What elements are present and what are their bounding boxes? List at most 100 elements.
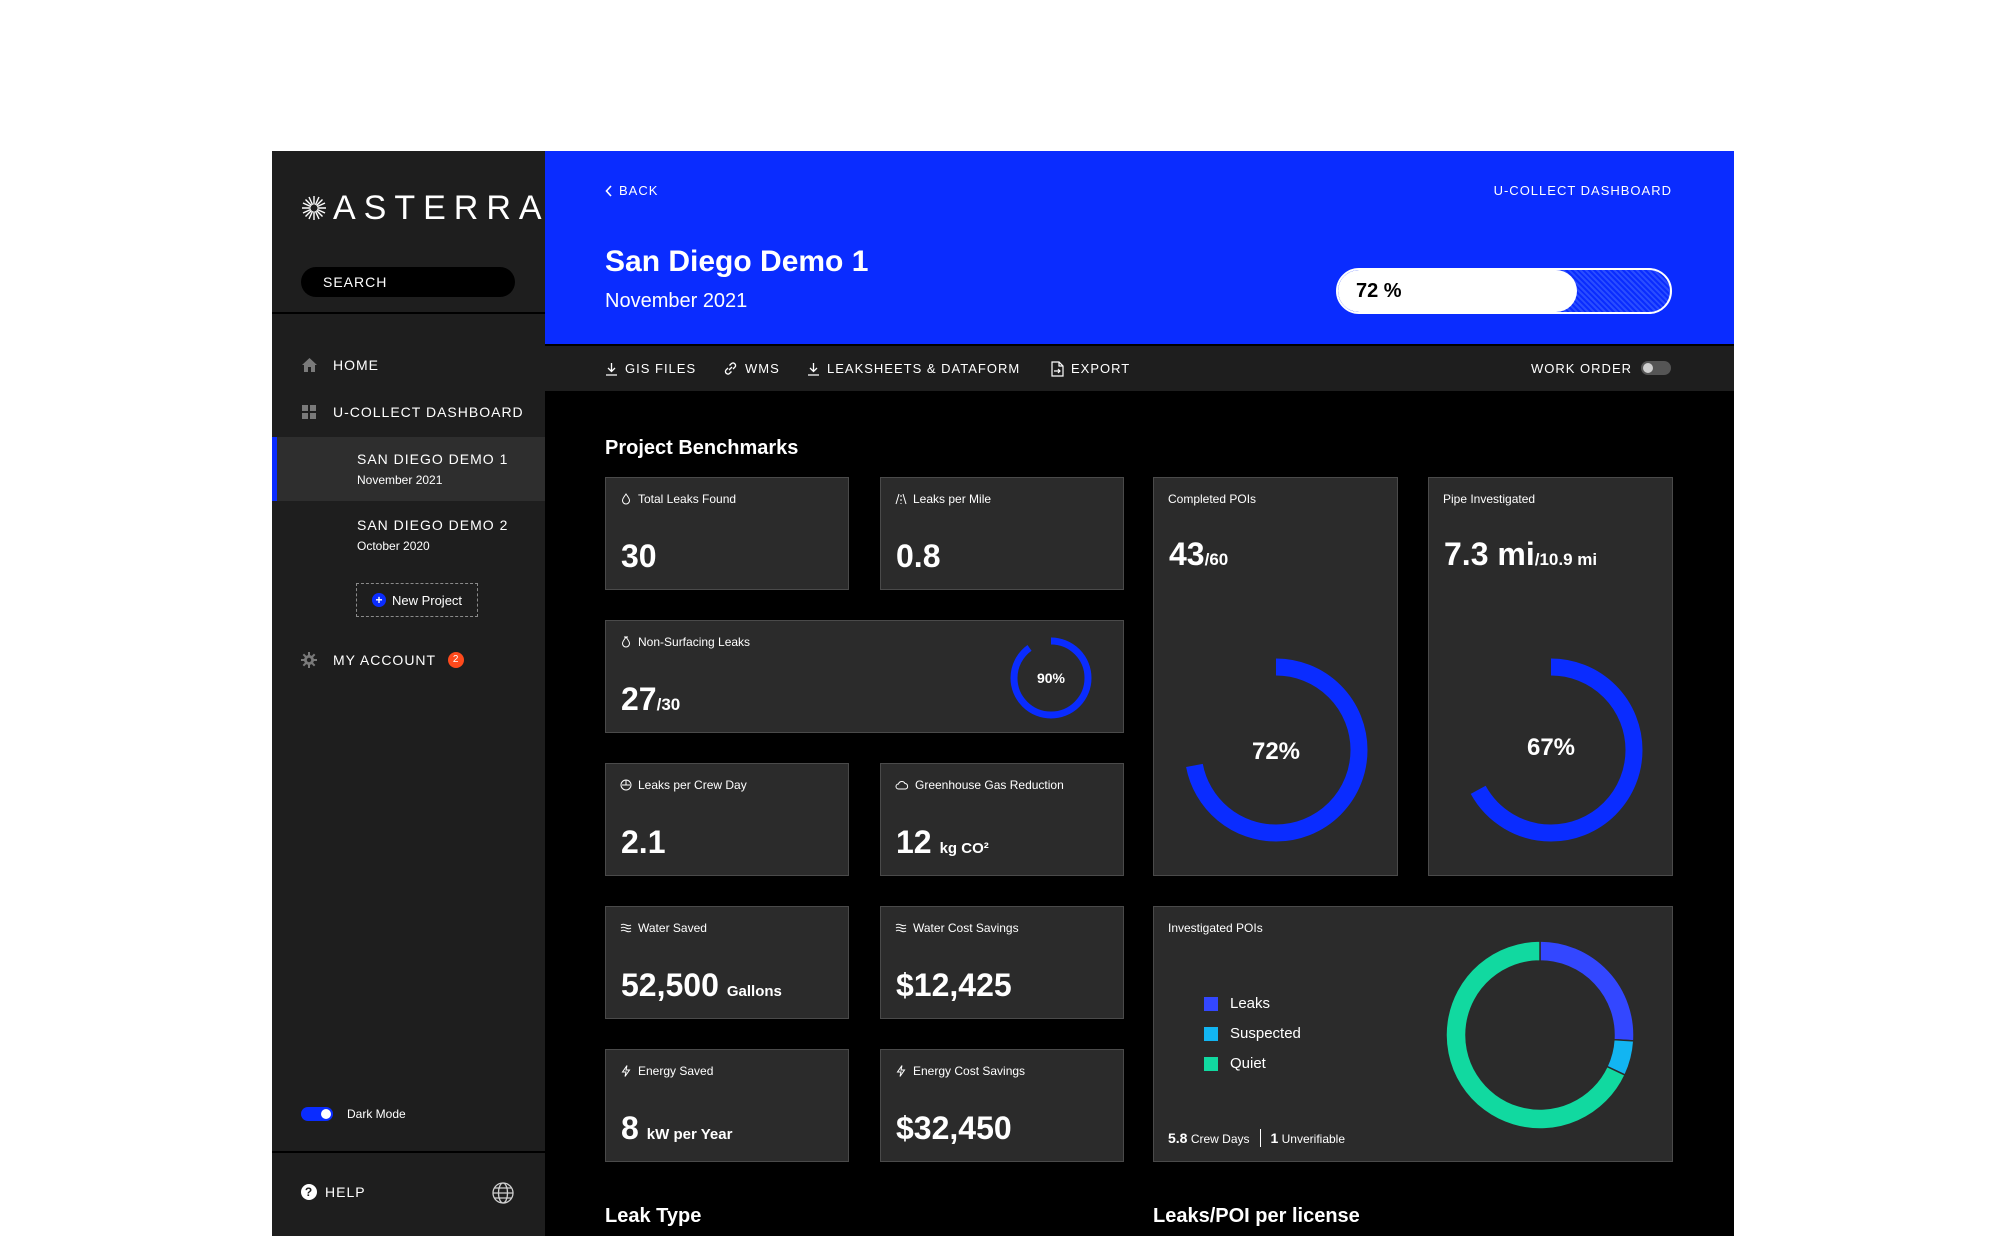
project-date: November 2021: [357, 473, 443, 487]
unverifiable-stat: 1 Unverifiable: [1271, 1130, 1346, 1146]
progress-label: 72 %: [1356, 280, 1402, 302]
sidebar-item-label: U-COLLECT DASHBOARD: [333, 404, 524, 420]
export-file-icon: [1051, 360, 1064, 377]
donut-slice-quiet[interactable]: [1445, 940, 1627, 1130]
card-label: Water Saved: [620, 921, 707, 935]
card-energy-cost-savings[interactable]: Energy Cost Savings $32,450: [880, 1049, 1124, 1162]
legend-swatch: [1204, 1056, 1218, 1071]
sidebar-divider: [272, 1151, 545, 1153]
section-title-leaks-per-license: Leaks/POI per license: [1153, 1205, 1360, 1227]
app-window: ASTERRA SEARCH HOME U-COLLECT DASHBOARD …: [272, 151, 1734, 1236]
gis-files-button[interactable]: GIS FILES: [605, 346, 696, 391]
tool-label: EXPORT: [1071, 361, 1131, 376]
card-value-number: 43: [1169, 536, 1205, 572]
card-value: $12,425: [896, 967, 1012, 1003]
ring-arc: [1459, 658, 1643, 842]
sun-burst-icon: [302, 196, 326, 220]
dark-mode-label: Dark Mode: [347, 1107, 406, 1121]
chevron-left-icon: [605, 184, 612, 197]
back-label: BACK: [619, 183, 659, 198]
card-pipe-investigated[interactable]: Pipe Investigated 7.3 mi/10.9 mi 67%: [1428, 477, 1673, 876]
card-label-text: Energy Cost Savings: [913, 1064, 1026, 1078]
work-order-label: WORK ORDER: [1531, 361, 1632, 376]
card-leaks-per-mile[interactable]: Leaks per Mile 0.8: [880, 477, 1124, 590]
card-value: 0.8: [896, 538, 941, 574]
sidebar-item-account[interactable]: MY ACCOUNT 2: [301, 652, 465, 668]
card-label-text: Pipe Investigated: [1443, 492, 1536, 506]
work-order-toggle[interactable]: [1641, 361, 1671, 375]
card-label-text: Non-Surfacing Leaks: [638, 635, 751, 649]
donut-slice-leaks[interactable]: [1539, 940, 1635, 1042]
card-label-text: Greenhouse Gas Reduction: [915, 778, 1064, 792]
card-value: 52,500 Gallons: [621, 967, 782, 1004]
back-link[interactable]: BACK: [605, 183, 658, 198]
drop-icon: [621, 493, 631, 505]
card-label-text: Total Leaks Found: [638, 492, 737, 506]
sidebar-project-1[interactable]: SAN DIEGO DEMO 1 November 2021: [272, 437, 545, 501]
card-label: Non-Surfacing Leaks: [620, 635, 750, 649]
home-icon: [301, 357, 317, 373]
project-name: SAN DIEGO DEMO 1: [357, 451, 509, 467]
globe-icon[interactable]: [492, 1182, 514, 1204]
legend-label: Leaks: [1230, 995, 1271, 1012]
card-greenhouse-gas[interactable]: Greenhouse Gas Reduction 12 kg CO²: [880, 763, 1124, 876]
leaksheets-button[interactable]: LEAKSHEETS & DATAFORM: [807, 346, 1020, 391]
page-title: San Diego Demo 1: [605, 245, 869, 278]
card-label-text: Water Saved: [638, 921, 707, 935]
logo[interactable]: ASTERRA: [301, 189, 550, 227]
breadcrumb[interactable]: U-COLLECT DASHBOARD: [1493, 183, 1672, 198]
help-link[interactable]: ? HELP: [301, 1184, 366, 1200]
card-value-number: 7.3 mi: [1444, 536, 1535, 572]
ring-arc: [1184, 658, 1368, 842]
card-label: Greenhouse Gas Reduction: [895, 778, 1064, 792]
waves-icon: [620, 923, 632, 933]
unverifiable-label: Unverifiable: [1281, 1132, 1346, 1146]
card-leaks-per-crew-day[interactable]: Leaks per Crew Day 2.1: [605, 763, 849, 876]
sidebar-project-2[interactable]: SAN DIEGO DEMO 2 October 2020: [272, 503, 545, 567]
card-value: 30: [621, 538, 657, 574]
tool-label: LEAKSHEETS & DATAFORM: [827, 361, 1021, 376]
legend-swatch: [1204, 996, 1218, 1011]
card-label: Energy Saved: [620, 1064, 713, 1078]
new-project-button[interactable]: + New Project: [356, 583, 478, 617]
ring-percent-label: 72%: [1252, 738, 1300, 765]
search-input[interactable]: SEARCH: [301, 267, 515, 297]
ring-percent-label: 67%: [1527, 734, 1575, 761]
export-button[interactable]: EXPORT: [1051, 346, 1130, 391]
card-footer: 5.8 Crew Days 1 Unverifiable: [1168, 1129, 1345, 1147]
link-icon: [724, 362, 737, 375]
card-water-saved[interactable]: Water Saved 52,500 Gallons: [605, 906, 849, 1019]
card-label-text: Investigated POIs: [1168, 921, 1263, 935]
gear-icon: [301, 652, 317, 668]
card-investigated-pois[interactable]: Investigated POIs Leaks Suspected Quiet 5.…: [1153, 906, 1673, 1162]
project-name: SAN DIEGO DEMO 2: [357, 517, 509, 533]
project-date: October 2020: [357, 539, 430, 553]
grid-icon: [301, 404, 317, 420]
sidebar-item-dashboard[interactable]: U-COLLECT DASHBOARD: [301, 404, 524, 420]
card-completed-pois[interactable]: Completed POIs 43/60 72%: [1153, 477, 1398, 876]
card-value: 43/60: [1169, 536, 1228, 573]
page-subtitle: November 2021: [605, 290, 748, 312]
card-value-unit: kW per Year: [646, 1126, 733, 1143]
card-non-surfacing-leaks[interactable]: Non-Surfacing Leaks 27/30 90%: [605, 620, 1124, 733]
card-value-of: /30: [656, 695, 681, 714]
non-surfacing-ring: 90%: [1010, 637, 1092, 719]
card-label-text: Water Cost Savings: [913, 921, 1019, 935]
card-value: 7.3 mi/10.9 mi: [1444, 536, 1597, 573]
card-value-unit: kg CO²: [939, 840, 989, 857]
card-water-cost-savings[interactable]: Water Cost Savings $12,425: [880, 906, 1124, 1019]
help-label: HELP: [325, 1184, 366, 1200]
cloud-icon: [895, 781, 909, 790]
card-value-number: 52,500: [621, 967, 719, 1003]
card-label-text: Leaks per Crew Day: [638, 778, 747, 792]
card-total-leaks[interactable]: Total Leaks Found 30: [605, 477, 849, 590]
card-energy-saved[interactable]: Energy Saved 8 kW per Year: [605, 1049, 849, 1162]
legend-item: Leaks: [1204, 995, 1301, 1012]
sidebar-item-home[interactable]: HOME: [301, 357, 379, 373]
dark-mode-toggle[interactable]: Dark Mode: [301, 1107, 406, 1121]
toggle-switch[interactable]: [301, 1107, 333, 1121]
wms-button[interactable]: WMS: [723, 346, 780, 391]
plus-icon: +: [371, 593, 386, 607]
tool-label: GIS FILES: [625, 361, 697, 376]
logo-text: ASTERRA: [333, 188, 550, 227]
